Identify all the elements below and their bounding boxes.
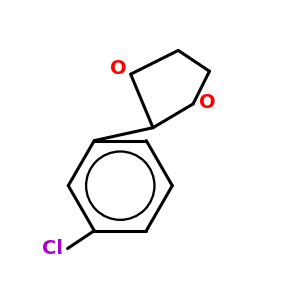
- Text: O: O: [110, 59, 127, 78]
- Text: Cl: Cl: [42, 239, 63, 258]
- Text: O: O: [199, 93, 216, 112]
